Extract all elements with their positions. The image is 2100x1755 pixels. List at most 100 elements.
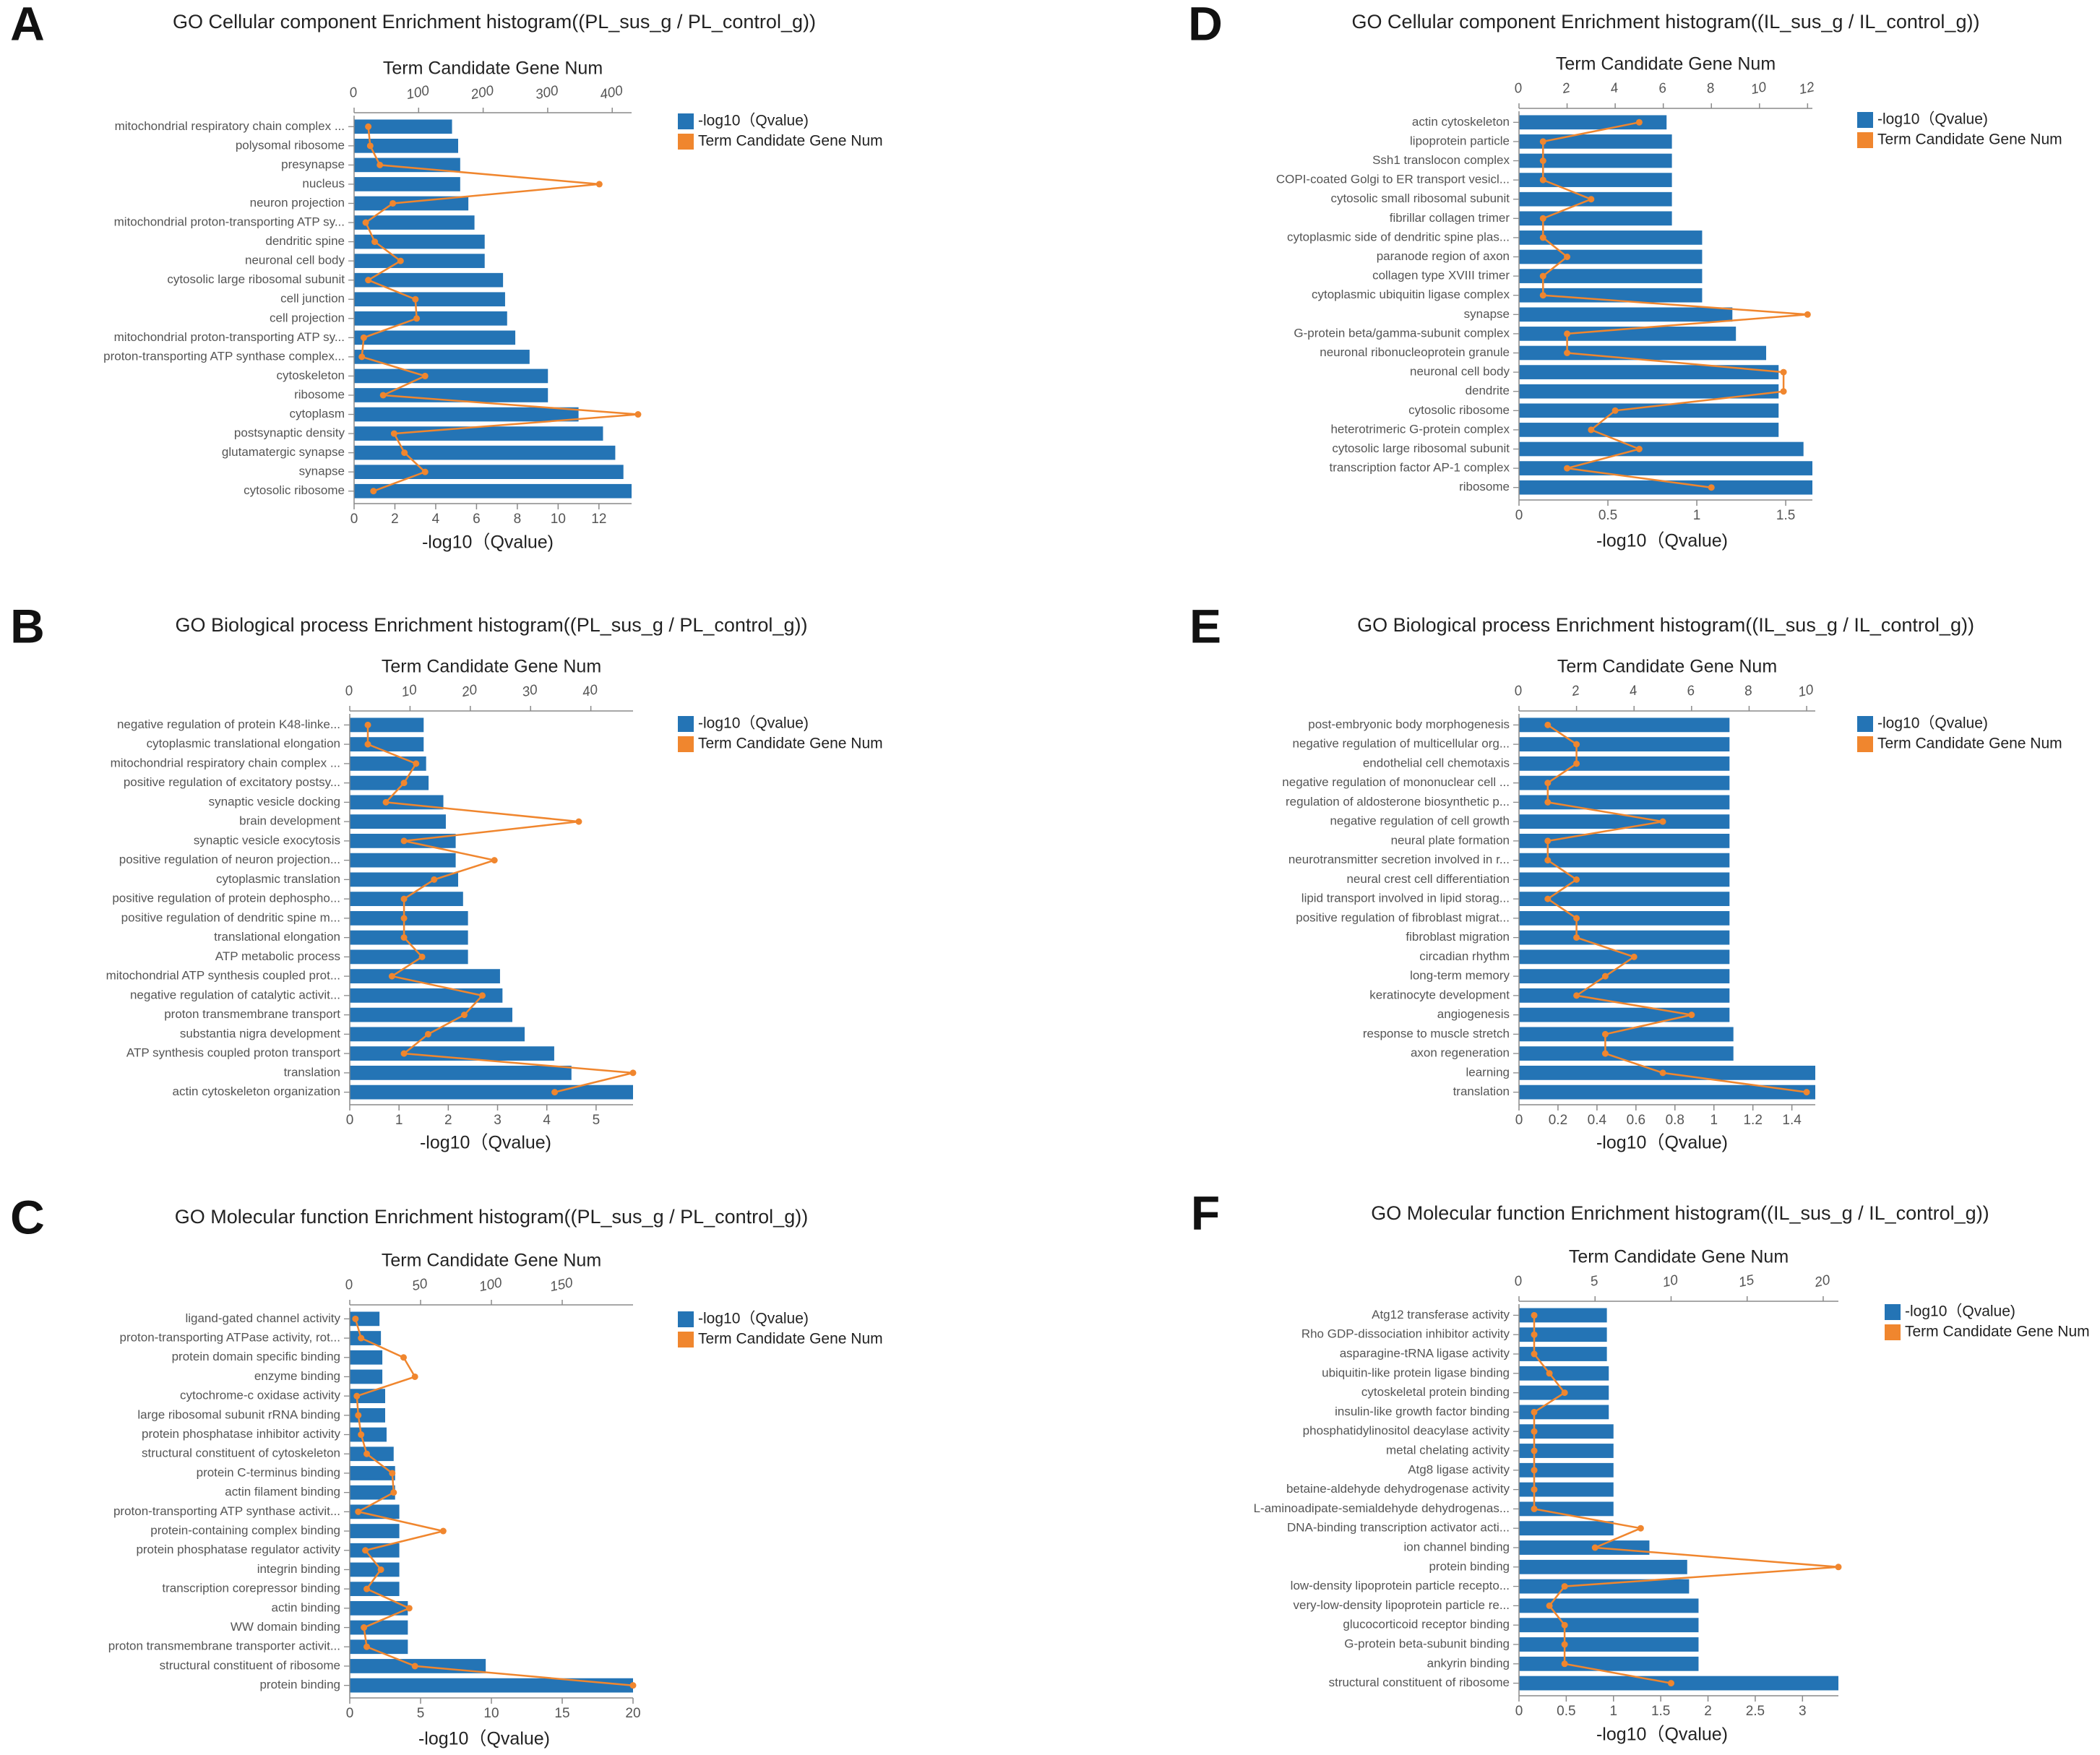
category-label: synaptic vesicle docking <box>209 795 340 808</box>
panel-label: F <box>1191 1186 1220 1239</box>
legend-label-gene-num: Term Candidate Gene Num <box>1905 1324 2090 1340</box>
x-axis-tick-label: 6 <box>473 512 481 527</box>
panel-label: A <box>10 0 45 50</box>
x-axis-tick-label: 2 <box>391 512 399 527</box>
gene-num-point <box>1531 1428 1538 1435</box>
category-label: cytosolic large ribosomal subunit <box>167 272 345 286</box>
category-label: paranode region of axon <box>1377 249 1510 263</box>
gene-num-point <box>1531 1447 1538 1454</box>
category-label: circadian rhythm <box>1419 949 1510 963</box>
gene-num-point <box>1561 1583 1568 1590</box>
gene-num-point <box>1635 446 1643 452</box>
gene-num-point <box>1546 1602 1553 1609</box>
category-label: keratinocyte development <box>1369 988 1510 1001</box>
category-label: fibrillar collagen trimer <box>1390 211 1510 225</box>
category-label: Rho GDP-dissociation inhibitor activity <box>1301 1327 1510 1341</box>
top-axis-tick-label: 100 <box>478 1275 504 1295</box>
category-label: transcription factor AP-1 complex <box>1330 461 1510 475</box>
x-axis-tick-label: 1 <box>395 1113 403 1128</box>
bar <box>350 969 500 984</box>
category-label: axon regeneration <box>1411 1046 1510 1060</box>
category-label: cytoskeleton <box>277 368 345 382</box>
x-axis-label: -log10（Qvalue) <box>1596 1725 1728 1745</box>
bar <box>350 1562 400 1577</box>
category-label: heterotrimeric G-protein complex <box>1330 422 1510 436</box>
bar <box>1519 1366 1609 1381</box>
category-label: negative regulation of multicellular org… <box>1293 737 1510 751</box>
bar <box>1519 365 1779 379</box>
bar <box>350 1639 408 1655</box>
x-axis-tick-label: 12 <box>591 512 606 527</box>
gene-num-point <box>1544 857 1552 864</box>
gene-num-point <box>358 353 366 361</box>
bar <box>1519 814 1730 829</box>
gene-num-point <box>377 1566 384 1573</box>
category-label: WW domain binding <box>231 1620 340 1634</box>
top-axis-tick-label: 0 <box>1513 1273 1524 1290</box>
category-label: post-embryonic body morphogenesis <box>1308 717 1510 731</box>
gene-num-point <box>421 372 429 379</box>
category-label: brain development <box>239 814 340 828</box>
gene-num-line <box>366 725 634 1093</box>
bar <box>1519 403 1779 418</box>
top-axis-tick-label: 200 <box>469 83 496 103</box>
panel-label: E <box>1189 599 1221 652</box>
bar <box>1519 853 1730 868</box>
category-label: ankyrin binding <box>1427 1656 1510 1670</box>
panel-label: C <box>10 1190 45 1243</box>
category-label: protein phosphatase regulator activity <box>136 1543 340 1556</box>
bar <box>350 1620 408 1635</box>
gene-num-point <box>1544 798 1552 806</box>
gene-num-point <box>1544 721 1552 728</box>
gene-num-point <box>424 1030 431 1038</box>
category-label: learning <box>1466 1065 1510 1079</box>
category-label: protein binding <box>1429 1559 1510 1573</box>
bar <box>1519 1637 1699 1652</box>
bar <box>350 1485 395 1500</box>
bar <box>350 910 468 926</box>
bar <box>1519 1308 1607 1323</box>
gene-num-point <box>1531 1505 1538 1512</box>
category-label: ribosome <box>294 387 345 401</box>
category-label: nucleus <box>302 176 345 190</box>
legend-swatch-gene-num <box>678 736 694 752</box>
category-label: cytosolic large ribosomal subunit <box>1332 441 1510 455</box>
x-axis-label: -log10（Qvalue) <box>420 1133 551 1153</box>
bar <box>1519 1085 1815 1100</box>
legend-swatch-gene-num <box>1857 736 1873 752</box>
bar <box>1519 969 1730 984</box>
bar <box>1519 1327 1607 1342</box>
bar <box>350 949 468 965</box>
gene-num-point <box>363 1643 371 1650</box>
chart-title: GO Molecular function Enrichment histogr… <box>1371 1202 1989 1224</box>
gene-num-point <box>355 1508 362 1515</box>
gene-num-point <box>1835 1564 1842 1571</box>
legend-swatch-qvalue <box>1857 716 1873 732</box>
gene-num-point <box>370 488 377 495</box>
gene-num-point <box>1539 158 1546 164</box>
bar <box>350 1389 385 1404</box>
x-axis-tick-label: 1.5 <box>1776 508 1795 523</box>
gene-num-point <box>388 973 395 980</box>
gene-num-point <box>1601 973 1609 980</box>
gene-num-point <box>353 1392 361 1400</box>
gene-num-point <box>1591 1544 1598 1551</box>
x-axis-tick-label: 0 <box>1515 1704 1523 1719</box>
bar <box>354 177 460 191</box>
gene-num-point <box>365 277 372 284</box>
gene-num-line <box>361 126 638 492</box>
gene-num-point <box>413 315 421 322</box>
gene-num-point <box>491 857 498 864</box>
bar <box>1519 1046 1734 1061</box>
bar <box>354 139 458 153</box>
bar <box>1519 1579 1690 1594</box>
legend-swatch-gene-num <box>1885 1324 1901 1340</box>
bar <box>1519 173 1672 187</box>
legend-label-qvalue: -log10（Qvalue) <box>1877 715 1988 732</box>
bar <box>1519 1598 1699 1613</box>
gene-num-point <box>376 161 384 168</box>
category-label: positive regulation of neuron projection… <box>119 853 340 866</box>
bar <box>354 388 548 402</box>
x-axis-tick-label: 10 <box>483 1706 499 1721</box>
category-label: very-low-density lipoprotein particle re… <box>1293 1598 1510 1612</box>
